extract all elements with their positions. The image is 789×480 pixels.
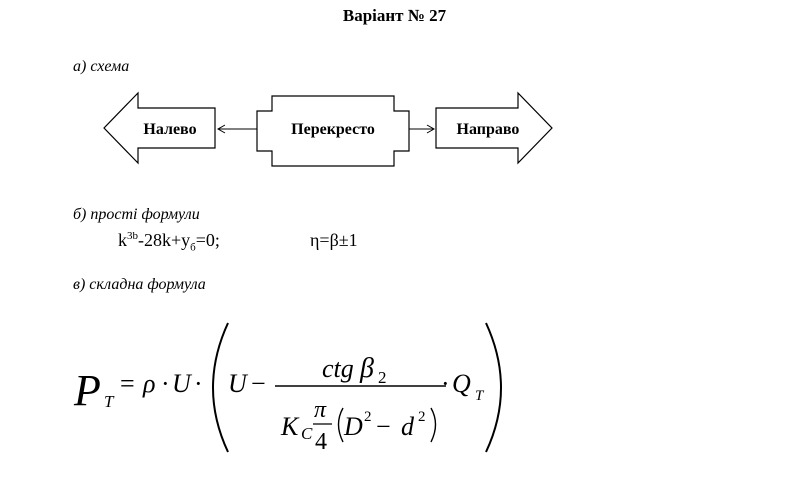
- simple-formula-1: k3b-28k+yб=0;: [118, 230, 220, 254]
- svg-text:P: P: [73, 366, 101, 415]
- svg-text:β: β: [359, 353, 374, 384]
- simple-formula-2: η=β±1: [310, 230, 358, 250]
- section-c-label: в) складна формула: [73, 276, 206, 293]
- center-node-shape: [256, 95, 410, 167]
- left-paren: [212, 322, 229, 453]
- svg-text:K: K: [280, 412, 300, 441]
- svg-text:=: =: [120, 369, 135, 398]
- svg-text:2: 2: [378, 368, 387, 387]
- section-b-label: б) прості формули: [73, 206, 200, 223]
- svg-text:D: D: [343, 412, 363, 441]
- right-node-label: Направо: [457, 121, 520, 138]
- svg-text:4: 4: [315, 429, 327, 455]
- svg-text:ρ: ρ: [142, 369, 155, 398]
- svg-text:U: U: [172, 369, 193, 398]
- svg-text:π: π: [314, 397, 327, 423]
- svg-text:−: −: [251, 369, 266, 398]
- svg-text:ctg: ctg: [322, 354, 354, 383]
- left-arrow-shape: [103, 91, 216, 165]
- svg-text:·: ·: [441, 369, 450, 398]
- svg-text:U: U: [228, 369, 249, 398]
- svg-text:T: T: [475, 388, 485, 404]
- svg-text:−: −: [376, 412, 391, 441]
- svg-text:C: C: [301, 424, 313, 443]
- svg-text:d: d: [401, 412, 415, 441]
- right-paren: [485, 322, 502, 453]
- svg-text:·: ·: [161, 369, 170, 398]
- svg-text:·: ·: [194, 369, 203, 398]
- svg-text:2: 2: [364, 409, 372, 425]
- svg-text:Q: Q: [452, 369, 471, 398]
- svg-text:2: 2: [418, 409, 426, 425]
- right-arrow-shape: [435, 91, 553, 165]
- page-title: Варіант № 27: [342, 6, 447, 25]
- svg-text:T: T: [104, 392, 115, 411]
- left-node-label: Налево: [143, 121, 196, 138]
- center-node-label: Перекресто: [291, 121, 375, 138]
- section-a-label: а) схема: [73, 58, 130, 75]
